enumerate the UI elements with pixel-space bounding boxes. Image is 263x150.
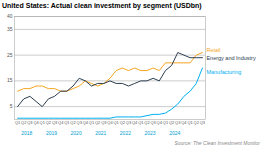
svg-text:Energy and Industry: Energy and Industry xyxy=(206,55,255,61)
svg-text:5: 5 xyxy=(10,103,13,109)
svg-text:2018: 2018 xyxy=(21,130,32,136)
svg-text:40: 40 xyxy=(7,13,13,19)
svg-text:2020: 2020 xyxy=(71,130,82,136)
svg-text:2022: 2022 xyxy=(120,130,131,136)
svg-text:Manufacturing: Manufacturing xyxy=(206,69,241,75)
svg-text:Retail: Retail xyxy=(206,47,220,53)
svg-text:2024: 2024 xyxy=(169,130,180,136)
svg-text:2021: 2021 xyxy=(95,130,106,136)
svg-text:Q3: Q3 xyxy=(200,120,206,125)
svg-text:2023: 2023 xyxy=(144,130,155,136)
html-text:United States: Actual clean in: United States: Actual clean investment b… xyxy=(2,2,202,9)
html-text:Q1 Q2 Q3 Q4 Q1 Q2 Q3 Q4 Q1 Q2: Q1 Q2 Q3 Q4 Q1 Q2 Q3 Q4 Q1 Q2 Q3 Q4 Q1 Q… xyxy=(14,120,199,126)
svg-text:2019: 2019 xyxy=(46,130,57,136)
svg-text:25: 25 xyxy=(7,52,13,58)
html-text:Source: The Clean Investment M: Source: The Clean Investment Monitor xyxy=(174,140,260,146)
svg-text:15: 15 xyxy=(7,77,13,83)
svg-text:35: 35 xyxy=(7,26,13,32)
